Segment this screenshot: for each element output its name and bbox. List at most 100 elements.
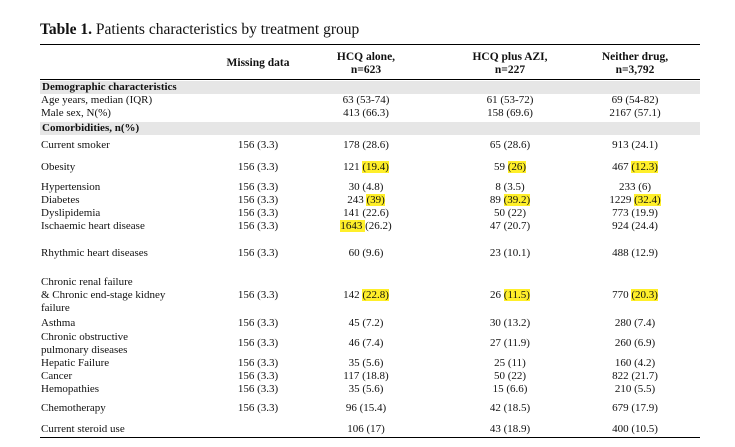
cell-neither: 69 (54-82) — [611, 94, 659, 106]
cell-neither: 260 (6.9) — [614, 337, 656, 349]
cell-hcq-azi: 65 (28.6) — [489, 139, 531, 151]
table-number: Table 1. — [40, 21, 92, 38]
highlighted-percent: (39) — [366, 194, 385, 206]
section-comorbidities: Comorbidities, n(%) — [40, 122, 700, 135]
highlighted-percent: (12.3) — [631, 161, 658, 173]
table-caption: Table 1. Patients characteristics by tre… — [40, 21, 359, 39]
cell-neither: 210 (5.5) — [614, 383, 656, 395]
row-label: Ischaemic heart disease — [41, 220, 145, 232]
table-row-renal: Chronic renal failure & Chronic end-stage… — [40, 276, 700, 316]
cell-hcq-azi: 43 (18.9) — [489, 423, 531, 435]
cell-neither: 280 (7.4) — [614, 317, 656, 329]
cell-hcq-azi: 158 (69.6) — [487, 107, 533, 119]
cell-hcq-alone: 178 (28.6) — [343, 139, 389, 151]
cell-missing: 156 (3.3) — [237, 337, 279, 349]
section-comorbidities-label: Comorbidities, n(%) — [42, 122, 140, 134]
cell-hcq-azi: 8 (3.5) — [495, 181, 525, 193]
row-label-line2: & Chronic end-stage kidney — [41, 289, 166, 301]
cell-neither: 400 (10.5) — [612, 423, 658, 435]
header-neither-line2: n=3,792 — [615, 64, 655, 76]
cell-neither: 233 (6) — [618, 181, 652, 193]
cell-neither: 773 (19.9) — [612, 207, 658, 219]
top-rule — [40, 44, 700, 46]
cell-hcq-azi: 23 (10.1) — [489, 247, 531, 259]
row-label: Dyslipidemia — [41, 207, 101, 219]
cell-hcq-alone: 117 (18.8) — [343, 370, 389, 382]
cell-hcq-azi: 25 (11) — [494, 357, 526, 369]
cell-neither: 770 (20.3) — [560, 289, 710, 302]
header-missing-data: Missing data — [226, 57, 290, 69]
header-hcq-azi-line1: HCQ plus AZI, — [472, 51, 548, 63]
cell-missing: 156 (3.3) — [237, 207, 279, 219]
cell-hcq-alone: 106 (17) — [347, 423, 385, 435]
row-label-line2: pulmonary diseases — [41, 344, 128, 356]
cell-missing: 156 (3.3) — [237, 247, 279, 259]
cell-hcq-azi: 89 (39.2) — [430, 194, 590, 207]
row-label: Obesity — [41, 161, 76, 173]
row-label: Hypertension — [41, 181, 101, 193]
header-neither-drug: Neither drug, n=3,792 — [560, 51, 710, 77]
highlighted-percent: (32.4) — [634, 194, 661, 206]
cell-missing: 156 (3.3) — [237, 161, 279, 173]
table-title: Patients characteristics by treatment gr… — [91, 21, 360, 38]
highlighted-percent: (19.4) — [362, 161, 389, 173]
header-neither-line1: Neither drug, — [601, 51, 669, 63]
cell-neither: 488 (12.9) — [612, 247, 658, 259]
cell-hcq-azi: 26 (11.5) — [430, 289, 590, 302]
value-percent: (26.2) — [365, 220, 392, 232]
cell-hcq-alone: 45 (7.2) — [348, 317, 384, 329]
row-label: Male sex, N(%) — [41, 107, 111, 119]
cell-missing: 156 (3.3) — [237, 402, 279, 414]
value-n: 142 — [343, 289, 363, 301]
row-label: Hepatic Failure — [41, 357, 110, 369]
row-label: Chronic renal failure & Chronic end-stage… — [41, 276, 211, 315]
cell-missing: 156 (3.3) — [237, 194, 279, 206]
value-n: 467 — [612, 161, 632, 173]
row-label: Current smoker — [41, 139, 110, 151]
row-label: Asthma — [41, 317, 76, 329]
cell-hcq-azi: 61 (53-72) — [486, 94, 534, 106]
cell-missing: 156 (3.3) — [237, 357, 279, 369]
row-label: Cancer — [41, 370, 73, 382]
cell-hcq-azi: 30 (13.2) — [489, 317, 531, 329]
cell-hcq-alone: 63 (53-74) — [342, 94, 390, 106]
value-n: 1229 — [609, 194, 635, 206]
cell-missing: 156 (3.3) — [237, 370, 279, 382]
row-label: Diabetes — [41, 194, 80, 206]
cell-neither: 467 (12.3) — [560, 161, 710, 174]
table-row-copd: Chronic obstructive pulmonary diseases 15… — [40, 331, 700, 357]
bottom-rule — [40, 437, 700, 438]
cell-missing: 156 (3.3) — [237, 383, 279, 395]
cell-neither: 1229 (32.4) — [560, 194, 710, 207]
row-label-line3: failure — [41, 302, 70, 314]
cell-missing: 156 (3.3) — [237, 181, 279, 193]
row-label-line1: Chronic obstructive — [41, 331, 129, 343]
cell-hcq-alone: 121 (19.4) — [306, 161, 426, 174]
row-label-line1: Chronic renal failure — [41, 276, 133, 288]
cell-hcq-alone: 141 (22.6) — [343, 207, 389, 219]
cell-missing: 156 (3.3) — [237, 317, 279, 329]
row-label: Chemotherapy — [41, 402, 106, 414]
value-n: 770 — [612, 289, 632, 301]
cell-hcq-alone: 142 (22.8) — [306, 289, 426, 302]
header-hcq-plus-azi: HCQ plus AZI, n=227 — [430, 51, 590, 77]
cell-hcq-azi: 15 (6.6) — [492, 383, 528, 395]
highlighted-count: 1643 — [340, 220, 366, 232]
header-hcq-alone-line2: n=623 — [350, 64, 382, 76]
cell-neither: 2167 (57.1) — [609, 107, 661, 119]
cell-hcq-alone: 46 (7.4) — [348, 337, 384, 349]
cell-hcq-alone: 30 (4.8) — [348, 181, 384, 193]
cell-hcq-alone: 35 (5.6) — [348, 357, 384, 369]
cell-hcq-azi: 50 (22) — [493, 370, 527, 382]
row-label: Rhythmic heart diseases — [41, 247, 148, 259]
row-label: Hemopathies — [41, 383, 100, 395]
section-demographic-label: Demographic characteristics — [42, 81, 177, 93]
cell-hcq-alone: 35 (5.6) — [348, 383, 384, 395]
cell-neither: 160 (4.2) — [614, 357, 656, 369]
cell-neither: 679 (17.9) — [612, 402, 658, 414]
header-hcq-azi-line2: n=227 — [494, 64, 526, 76]
cell-hcq-alone: 243 (39) — [306, 194, 426, 207]
highlighted-percent: (26) — [507, 161, 527, 173]
value-n: 59 — [493, 161, 508, 173]
cell-hcq-alone: 413 (66.3) — [343, 107, 389, 119]
